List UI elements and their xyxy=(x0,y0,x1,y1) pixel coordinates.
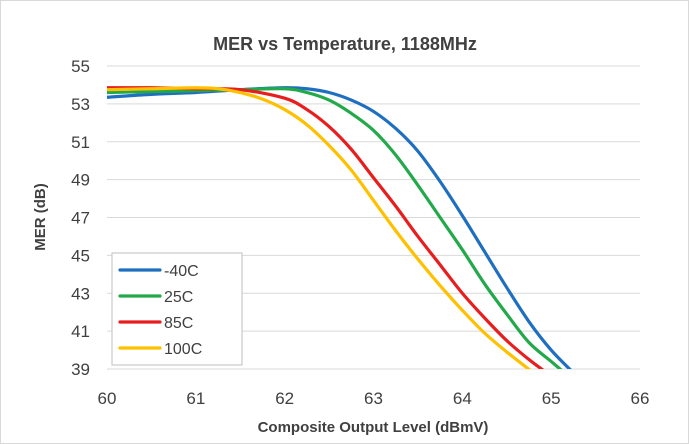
x-tick-label: 62 xyxy=(275,389,294,408)
x-tick-label: 66 xyxy=(631,389,650,408)
legend-label: 100C xyxy=(164,341,202,358)
x-tick-label: 64 xyxy=(453,389,472,408)
series-line-100c xyxy=(107,86,532,369)
y-tick-label: 45 xyxy=(71,246,90,265)
x-axis-title: Composite Output Level (dBmV) xyxy=(258,419,489,436)
y-tick-label: 41 xyxy=(71,322,90,341)
legend: -40C 25C 85C 100C xyxy=(111,252,243,366)
x-tick-label: 65 xyxy=(542,389,561,408)
legend-label: 85C xyxy=(164,315,193,332)
legend-label: -40C xyxy=(164,263,199,280)
y-tick-label: 39 xyxy=(71,360,90,379)
legend-label: 25C xyxy=(164,289,193,306)
y-tick-label: 55 xyxy=(71,57,90,76)
y-tick-label: 43 xyxy=(71,284,90,303)
legend-box xyxy=(111,252,243,366)
y-axis-title: MER (dB) xyxy=(32,183,49,251)
x-tick-label: 61 xyxy=(186,389,205,408)
y-tick-label: 47 xyxy=(71,209,90,228)
x-tick-labels: 60 61 62 63 64 65 66 xyxy=(98,389,650,408)
y-tick-labels: 39 41 43 45 47 49 51 53 55 xyxy=(71,57,90,379)
y-tick-label: 51 xyxy=(71,133,90,152)
chart-title: MER vs Temperature, 1188MHz xyxy=(213,34,477,54)
y-tick-label: 49 xyxy=(71,171,90,190)
x-tick-label: 63 xyxy=(364,389,383,408)
y-tick-label: 53 xyxy=(71,95,90,114)
series-lines xyxy=(107,86,572,369)
x-tick-label: 60 xyxy=(98,389,117,408)
